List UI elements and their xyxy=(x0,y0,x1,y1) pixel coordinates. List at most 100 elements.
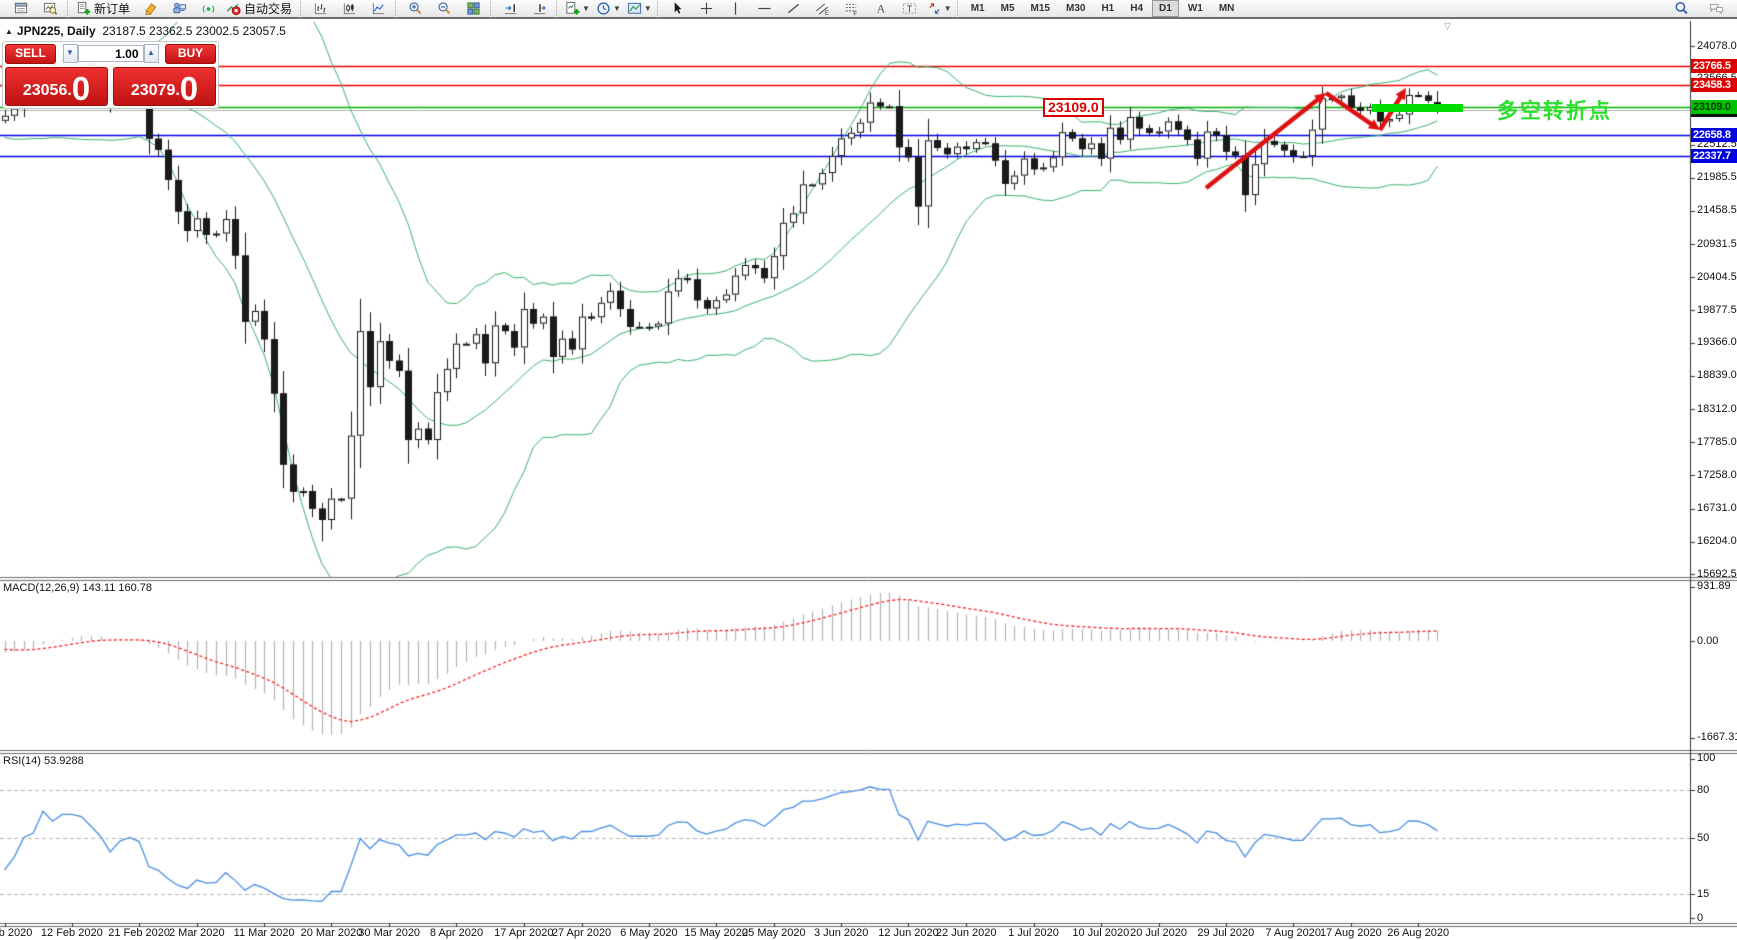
volume-input[interactable] xyxy=(77,45,144,62)
indicators-button[interactable]: ▼ xyxy=(562,0,593,18)
periods-button[interactable]: ▼ xyxy=(593,0,624,18)
price-axis-tick: 21985.5 xyxy=(1697,171,1737,184)
date-axis-label: 2 Mar 2020 xyxy=(169,927,225,939)
timeframe-m15-button[interactable]: M15 xyxy=(1030,3,1050,14)
text-button[interactable]: A xyxy=(866,0,895,18)
date-axis-label: 17 Apr 2020 xyxy=(494,927,554,939)
one-click-trading-panel: SELL ▼ ▲ BUY 23056.0 23079.0 xyxy=(2,41,219,109)
macd-main-value: 143.11 xyxy=(82,582,116,594)
sell-price-button[interactable]: 23056. 0 xyxy=(5,67,108,106)
macd-signal-value: 160.78 xyxy=(118,582,153,594)
panel-collapse-icon[interactable]: ▲ xyxy=(5,27,13,36)
timeframe-m30-button[interactable]: M30 xyxy=(1065,3,1086,14)
price-line-badge: 23109.0 xyxy=(1691,100,1737,114)
metaeditor-button[interactable] xyxy=(136,0,165,18)
auto-trading-icon xyxy=(226,1,241,16)
price-axis-tick: 17258.0 xyxy=(1697,468,1737,481)
price-axis-tick: 15692.5 xyxy=(1697,567,1737,580)
price-callout[interactable]: 23109.0 xyxy=(1043,98,1104,117)
data-window-button[interactable] xyxy=(36,0,65,18)
sell-button[interactable]: SELL xyxy=(5,43,56,64)
chart-header: ▲ JPN225, Daily 23187.5 23362.5 23002.5 2… xyxy=(5,24,286,38)
date-axis-label: 17 Aug 2020 xyxy=(1319,927,1382,939)
support-highlight-bar[interactable] xyxy=(1372,104,1463,112)
timeframe-mn-button[interactable]: MN xyxy=(1218,3,1235,14)
new-order-label: 新订单 xyxy=(94,2,131,16)
window-icon xyxy=(14,1,29,16)
buy-price-button[interactable]: 23079. 0 xyxy=(113,67,216,106)
signals-button[interactable] xyxy=(194,0,223,18)
timeframe-h1-button[interactable]: H1 xyxy=(1101,3,1115,14)
candle-chart-mode-button[interactable] xyxy=(335,0,364,18)
date-axis-label: 30 Mar 2020 xyxy=(358,927,421,939)
price-line-badge: 22658.8 xyxy=(1691,128,1737,143)
zoom-out-icon xyxy=(437,1,452,16)
sell-price-pip: 0 xyxy=(71,70,91,107)
volume-increase-button[interactable]: ▲ xyxy=(143,44,159,63)
price-line-badge: 23458.3 xyxy=(1691,78,1737,93)
template-icon xyxy=(627,1,642,16)
date-axis-label: 7 Aug 2020 xyxy=(1265,927,1322,939)
templates-button[interactable]: ▼ xyxy=(624,0,655,18)
signals-icon xyxy=(201,1,216,16)
arrows-icon xyxy=(927,1,942,16)
text-icon: A xyxy=(873,1,888,16)
timeframe-h4-button[interactable]: H4 xyxy=(1130,3,1144,14)
auto-trading-button[interactable]: 自动交易 xyxy=(223,0,298,18)
timeframe-d1-button[interactable]: D1 xyxy=(1152,0,1179,17)
chat-icon xyxy=(1709,1,1724,16)
terminal-button[interactable] xyxy=(7,0,36,18)
rsi-axis-tick: 50 xyxy=(1697,831,1710,844)
tile-windows-button[interactable] xyxy=(459,0,488,18)
date-axis-label: 10 Jul 2020 xyxy=(1072,927,1130,939)
chevron-down-icon: ▼ xyxy=(643,4,652,13)
volume-decrease-button[interactable]: ▼ xyxy=(62,44,78,63)
equidistant-channel-button[interactable]: E xyxy=(808,0,837,18)
chevron-down-icon: ▼ xyxy=(943,4,952,13)
date-axis-label: 1 Jul 2020 xyxy=(1008,927,1059,939)
buy-button[interactable]: BUY xyxy=(165,43,216,64)
auto-scroll-button[interactable] xyxy=(496,0,525,18)
buy-price-pip: 0 xyxy=(179,70,199,107)
search-button[interactable] xyxy=(1667,0,1696,18)
bar-chart-mode-button[interactable] xyxy=(306,0,335,18)
turning-point-label[interactable]: 多空转折点 xyxy=(1497,100,1612,123)
chat-button[interactable] xyxy=(1702,0,1731,18)
auto-scroll-icon xyxy=(503,1,518,16)
chart-shift-button[interactable] xyxy=(525,0,554,18)
channel-icon: E xyxy=(815,1,830,16)
horizontal-line-button[interactable] xyxy=(750,0,779,18)
fibonacci-button[interactable]: F xyxy=(837,0,866,18)
trendline-button[interactable] xyxy=(779,0,808,18)
price-axis-tick: 17785.0 xyxy=(1697,435,1737,448)
new-order-button[interactable]: 新订单 xyxy=(73,0,136,18)
zoom-in-button[interactable] xyxy=(401,0,430,18)
price-axis-tick: 19877.5 xyxy=(1697,303,1737,316)
arrows-button[interactable]: ▼ xyxy=(924,0,955,18)
line-chart-mode-button[interactable] xyxy=(364,0,393,18)
timeframe-m1-button[interactable]: M1 xyxy=(970,3,985,14)
timeframe-w1-button[interactable]: W1 xyxy=(1187,3,1203,14)
rsi-axis-tick: 80 xyxy=(1697,783,1710,796)
zoom-out-button[interactable] xyxy=(430,0,459,18)
price-line-badge: 22337.7 xyxy=(1691,148,1737,163)
line-chart-icon xyxy=(371,1,386,16)
svg-text:T: T xyxy=(907,4,913,14)
date-axis-label: 22 Jun 2020 xyxy=(935,927,997,939)
date-axis-label: 12 Jun 2020 xyxy=(878,927,939,939)
indicators-icon xyxy=(565,1,580,16)
price-axis-tick: 16731.0 xyxy=(1697,502,1737,515)
macd-axis-tick: 931.89 xyxy=(1697,580,1731,593)
virtual-hosting-button[interactable] xyxy=(165,0,194,18)
text-label-button[interactable]: T xyxy=(895,0,924,18)
cursor-button[interactable] xyxy=(663,0,692,18)
candle-chart-icon xyxy=(342,1,357,16)
timeframe-m5-button[interactable]: M5 xyxy=(1000,3,1015,14)
crosshair-button[interactable] xyxy=(692,0,721,18)
vertical-line-button[interactable] xyxy=(721,0,750,18)
fibo-icon: F xyxy=(844,1,859,16)
svg-text:E: E xyxy=(825,10,829,16)
cursor-icon xyxy=(670,1,685,16)
